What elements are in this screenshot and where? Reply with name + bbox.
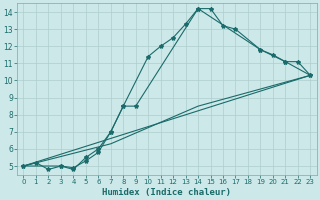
X-axis label: Humidex (Indice chaleur): Humidex (Indice chaleur) (102, 188, 231, 197)
